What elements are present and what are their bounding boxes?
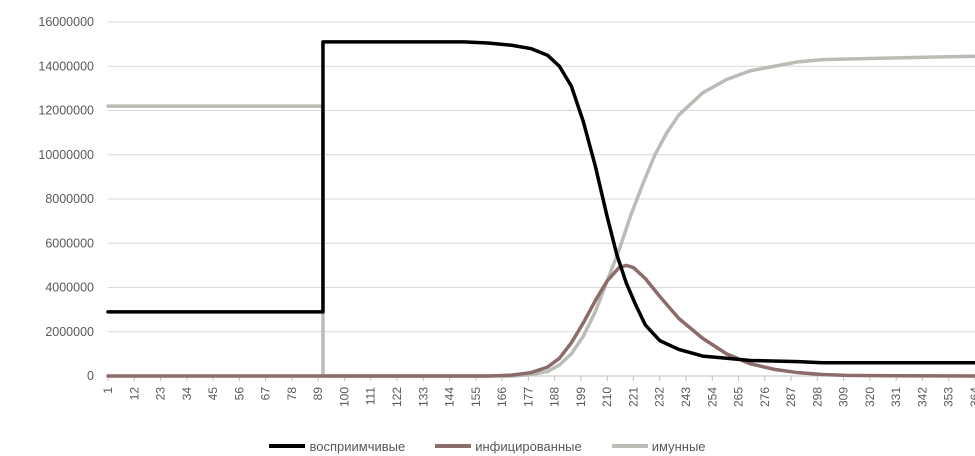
legend-item: инфицированные <box>435 439 582 454</box>
x-tick-label: 144 <box>443 387 457 407</box>
x-tick-label: 67 <box>259 387 273 401</box>
x-tick-label: 353 <box>942 387 956 407</box>
x-tick-label: 342 <box>915 387 929 407</box>
y-axis-ticks: 16000000 14000000 12000000 10000000 8000000 6… <box>38 15 94 383</box>
x-tick-label: 320 <box>863 387 877 407</box>
x-tick-label: 45 <box>206 387 220 401</box>
y-tick-label: 16000000 <box>38 15 94 29</box>
x-tick-label: 298 <box>810 387 824 407</box>
x-tick-label: 133 <box>416 387 430 407</box>
x-tick-label: 12 <box>127 387 141 401</box>
series-line-2 <box>106 263 975 378</box>
x-tick-label: 78 <box>285 387 299 401</box>
legend-label: восприимчивые <box>309 438 406 454</box>
x-tick-label: 166 <box>495 387 509 407</box>
line-chart: 1600000014000000120000001000000080000006… <box>38 15 975 407</box>
y-tick-label: 6000000 <box>45 236 94 250</box>
x-tick-label: 331 <box>889 387 903 407</box>
legend-swatch <box>269 444 306 448</box>
y-tick-label: 2000000 <box>45 325 94 339</box>
legend-label: инфицированные <box>475 438 582 454</box>
x-tick-label: 243 <box>679 387 693 407</box>
legend-item: восприимчивые <box>269 439 405 454</box>
x-tick-label: 199 <box>574 387 588 407</box>
y-tick-label: 12000000 <box>38 104 94 118</box>
legend-item: имунные <box>611 438 706 454</box>
x-tick-label: 1 <box>101 387 115 394</box>
y-tick-label: 4000000 <box>45 281 94 295</box>
x-tick-label: 254 <box>705 387 719 407</box>
x-tick-label: 23 <box>154 387 168 401</box>
legend-label: имунные <box>651 438 706 454</box>
x-tick-label: 265 <box>732 387 746 407</box>
y-tick-label: 14000000 <box>38 59 94 73</box>
x-tick-label: 111 <box>364 387 378 406</box>
legend: восприимчивые инфицированные имунные <box>0 437 975 455</box>
x-tick-label: 364 <box>968 387 975 407</box>
x-tick-label: 232 <box>653 387 667 407</box>
x-tick-label: 34 <box>180 387 194 401</box>
x-tick-label: 100 <box>337 387 351 407</box>
x-tick-label: 287 <box>784 387 798 407</box>
x-tick-label: 89 <box>311 387 325 401</box>
x-tick-label: 122 <box>390 387 404 407</box>
x-tick-label: 155 <box>469 387 483 407</box>
series-line-1 <box>106 40 975 365</box>
x-axis-ticks: 1 12 23 34 45 56 67 78 89 100 111 122 133 144 155 166 17… <box>101 376 975 407</box>
x-tick-label: 188 <box>548 387 562 407</box>
y-tick-label: 10000000 <box>38 148 94 162</box>
gridlines <box>108 21 975 377</box>
x-tick-label: 221 <box>626 387 640 407</box>
legend-swatch <box>611 444 648 448</box>
x-tick-label: 210 <box>600 387 614 407</box>
y-tick-label: 8000000 <box>45 192 94 206</box>
x-tick-label: 177 <box>521 387 535 407</box>
y-tick-label: 0 <box>87 369 94 383</box>
series-lines <box>106 40 975 378</box>
legend-swatch <box>435 444 472 448</box>
x-tick-label: 309 <box>837 387 851 407</box>
x-tick-label: 56 <box>232 387 246 401</box>
series-line-3 <box>106 54 975 378</box>
x-tick-label: 276 <box>758 387 772 407</box>
